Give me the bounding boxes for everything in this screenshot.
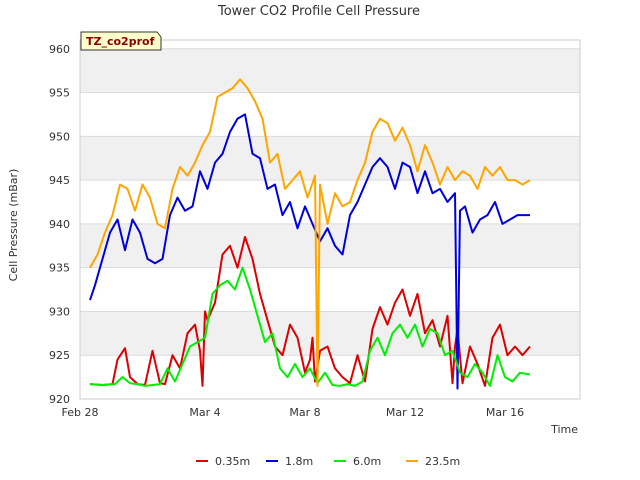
band xyxy=(80,223,580,268)
x-axis-ticks: Feb 28 Mar 4 Mar 8 Mar 12 Mar 16 xyxy=(62,406,525,419)
x-tick-label: Feb 28 xyxy=(62,406,99,419)
legend-label: 6.0m xyxy=(353,455,381,468)
legend: 0.35m 1.8m 6.0m 23.5m xyxy=(196,455,460,468)
y-axis-ticks: 920 925 930 935 940 945 950 955 960 xyxy=(49,43,70,406)
y-tick-label: 935 xyxy=(49,262,70,275)
legend-label: 1.8m xyxy=(285,455,313,468)
series-line-23.5m xyxy=(89,78,531,387)
y-tick-label: 950 xyxy=(49,130,70,143)
band xyxy=(80,48,580,93)
legend-label: 0.35m xyxy=(215,455,250,468)
band xyxy=(80,136,580,181)
badge-shape xyxy=(80,31,162,51)
x-tick-label: Mar 8 xyxy=(289,406,320,419)
x-axis-label: Time xyxy=(550,423,578,436)
legend-label: 23.5m xyxy=(425,455,460,468)
series-line-0.35m xyxy=(89,236,531,387)
x-tick-label: Mar 16 xyxy=(486,406,524,419)
y-tick-label: 925 xyxy=(49,349,70,362)
y-tick-label: 920 xyxy=(49,393,70,406)
y-tick-label: 945 xyxy=(49,174,70,187)
y-tick-label: 955 xyxy=(49,87,70,100)
x-tick-label: Mar 12 xyxy=(386,406,424,419)
y-tick-label: 940 xyxy=(49,218,70,231)
chart-title: Tower CO2 Profile Cell Pressure xyxy=(217,4,420,19)
series-line-6.0m xyxy=(89,266,531,387)
y-axis-label: Cell Pressure (mBar) xyxy=(7,169,20,282)
series-layer xyxy=(89,78,531,390)
y-tick-label: 930 xyxy=(49,305,70,318)
x-tick-label: Mar 4 xyxy=(189,406,220,419)
band xyxy=(80,311,580,356)
plot-frame xyxy=(79,39,581,400)
plot-background xyxy=(80,40,580,399)
y-tick-label: 960 xyxy=(49,43,70,56)
badge-label: TZ_co2prof xyxy=(86,35,155,48)
site-badge: TZ_co2prof xyxy=(80,31,162,51)
series-line-1.8m xyxy=(89,113,530,390)
